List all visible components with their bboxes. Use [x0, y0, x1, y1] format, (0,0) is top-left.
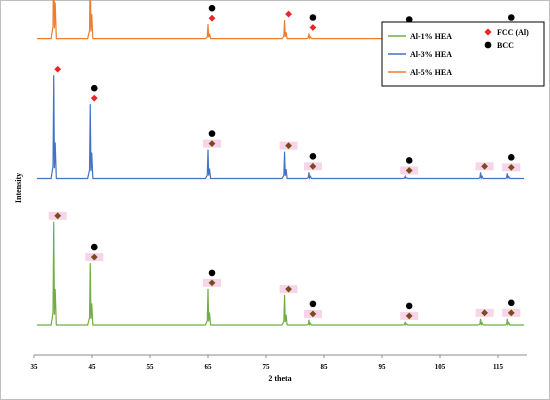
fcc-marker [54, 65, 62, 73]
diamond-marker [90, 253, 98, 261]
diamond-marker [208, 140, 216, 148]
x-tick-label-35: 35 [31, 363, 39, 371]
legend-label-bcc: BCC [497, 41, 514, 50]
bcc-marker [405, 302, 413, 310]
y-axis-title: Intensity [14, 173, 23, 203]
diamond-marker [405, 312, 413, 320]
x-tick-label-95: 95 [379, 363, 387, 371]
bcc-marker [208, 130, 216, 137]
fcc-marker [285, 10, 292, 18]
bcc-marker [309, 14, 317, 21]
fcc-marker [309, 24, 317, 31]
bcc-marker [309, 153, 317, 160]
legend-label-fcc-al: FCC (Al) [497, 28, 529, 37]
x-tick-layer: 35 45 55 65 75 85 95 105 115 [31, 355, 504, 371]
x-tick-label-45: 45 [89, 363, 97, 371]
fcc-marker [90, 94, 98, 102]
diamond-marker [309, 162, 317, 170]
x-tick-label-75: 75 [263, 363, 271, 371]
legend: Al-1% HEA Al-3% HEA Al-5% HEA FCC (Al) BCC [381, 21, 545, 87]
marker-layer [48, 4, 521, 320]
diamond-marker [481, 309, 488, 317]
legend-swatch-fcc [484, 28, 492, 36]
bcc-marker [507, 299, 515, 307]
x-tick-label-65: 65 [205, 363, 213, 371]
fcc-marker [208, 14, 216, 22]
legend-label-al-5-hea: Al-5% HEA [410, 68, 452, 77]
legend-box [381, 21, 545, 87]
x-tick-label-105: 105 [435, 363, 446, 371]
diamond-marker [285, 142, 292, 150]
x-tick-label-55: 55 [147, 363, 155, 371]
diamond-marker [285, 285, 292, 293]
bcc-marker [405, 157, 413, 164]
diamond-marker [507, 163, 515, 171]
legend-label-al-1-hea: Al-1% HEA [410, 32, 452, 41]
bcc-marker [405, 16, 413, 23]
series-line-al-3-hea [36, 75, 525, 180]
bcc-marker [208, 269, 216, 277]
legend-label-al-3-hea: Al-3% HEA [410, 50, 452, 59]
diamond-marker [309, 310, 317, 318]
x-tick-label-115: 115 [493, 363, 504, 371]
bcc-marker [507, 154, 515, 161]
series-line-al-1-hea [36, 221, 525, 327]
bcc-marker [90, 84, 98, 92]
diamond-marker [208, 279, 216, 287]
legend-swatch-bcc [484, 41, 492, 49]
diamond-marker [54, 212, 62, 220]
diamond-marker [481, 162, 488, 170]
diamond-marker [507, 309, 515, 317]
x-axis-title: 2 theta [268, 374, 291, 383]
diamond-marker [405, 167, 413, 174]
x-tick-label-85: 85 [321, 363, 329, 371]
bcc-marker [90, 243, 98, 251]
bcc-marker [208, 4, 216, 12]
bcc-marker [309, 300, 317, 308]
bcc-marker [507, 14, 515, 21]
